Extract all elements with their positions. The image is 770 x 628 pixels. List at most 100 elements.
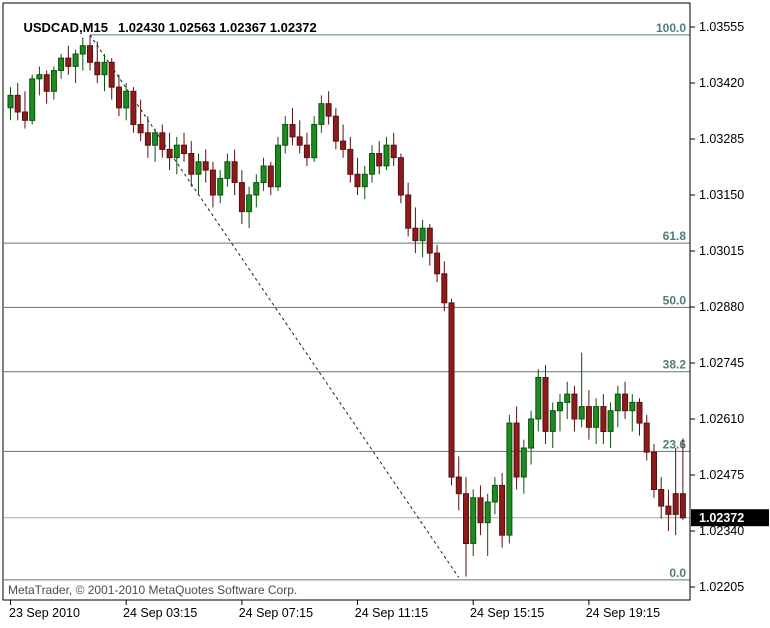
candle-body [224, 161, 231, 179]
candle-body [137, 124, 144, 134]
candle-body [354, 173, 361, 188]
plot-frame [2, 2, 691, 601]
candle-body [557, 401, 563, 412]
candle-body [535, 377, 542, 420]
candle-body [542, 377, 549, 432]
chart-title: USDCAD,M15 1.02430 1.02563 1.02367 1.0237… [9, 5, 317, 50]
candle-body [499, 484, 506, 536]
time-axis-label: 24 Sep 11:15 [355, 606, 428, 620]
candle-body [484, 501, 491, 524]
candle-body [303, 144, 310, 159]
candle-body [267, 165, 274, 188]
candle-body [166, 148, 173, 159]
candle-body [585, 406, 592, 428]
candle-body [65, 57, 72, 67]
candle-body [470, 497, 477, 544]
candle-body [332, 115, 339, 142]
candle-body [159, 132, 166, 150]
candle-body [108, 61, 115, 88]
candle-body [549, 410, 556, 432]
fib-level-label: 38.2 [663, 358, 687, 372]
price-axis-label: 1.03420 [699, 76, 744, 90]
time-axis-label: 24 Sep 15:15 [470, 606, 544, 620]
candle-body [43, 74, 50, 92]
time-axis-label: 23 Sep 2010 [9, 606, 80, 620]
candle-body [614, 393, 621, 412]
candle-body [22, 111, 28, 121]
fib-level-label: 23.6 [663, 437, 687, 451]
candle-body [383, 144, 390, 167]
candle-body [238, 182, 245, 213]
candle-body [679, 493, 686, 519]
candle-body [607, 410, 614, 432]
candle-body [260, 165, 267, 184]
candle-body [14, 94, 21, 113]
last-price-badge-label: 1.02372 [699, 511, 744, 525]
metatrader-watermark: MetaTrader, © 2001-2010 MetaQuotes Softw… [8, 583, 298, 597]
candle-body [571, 393, 578, 420]
candle-body [455, 476, 462, 495]
candle-body [405, 194, 412, 229]
candle-body [116, 86, 122, 109]
candle-body [282, 124, 289, 146]
candle-body [311, 124, 318, 159]
candle-body [7, 94, 14, 109]
candle-body [643, 422, 650, 453]
candle-body [275, 144, 281, 188]
candle-body [477, 497, 484, 524]
price-axis-label: 1.03150 [699, 188, 744, 202]
fib-level-label: 61.8 [663, 229, 687, 243]
candle-body [397, 157, 404, 196]
candle-body [513, 422, 520, 478]
candle-body [94, 61, 101, 76]
candle-body [528, 418, 535, 449]
candle-body [289, 124, 296, 138]
candle-body [144, 132, 151, 146]
candle-body [448, 302, 455, 478]
fib-level-label: 50.0 [663, 293, 687, 307]
candle-body [58, 57, 65, 71]
last-price-badge [691, 509, 769, 527]
candle-body [340, 140, 347, 150]
candle-body [491, 484, 498, 503]
price-axis-label: 1.02745 [699, 356, 744, 370]
candle-body [658, 489, 665, 507]
time-axis-label: 24 Sep 03:15 [123, 606, 197, 620]
candle-body [188, 153, 195, 175]
candle-body [318, 103, 325, 125]
candle-body [231, 161, 238, 184]
candle-body [72, 53, 79, 67]
candle-body [434, 252, 441, 275]
candle-body [651, 451, 657, 491]
price-axis-label: 1.02205 [699, 580, 744, 594]
time-axis-label: 24 Sep 07:15 [239, 606, 313, 620]
trendline-dashed [89, 34, 460, 578]
candle-body [672, 493, 679, 515]
candle-body [463, 493, 469, 545]
candle-body [209, 169, 216, 196]
price-axis-label: 1.03285 [699, 132, 744, 146]
fib-level-label: 100.0 [656, 21, 686, 35]
price-axis-label: 1.02475 [699, 468, 744, 482]
price-axis-label: 1.03555 [699, 20, 744, 34]
symbol-timeframe-label: USDCAD,M15 [23, 20, 108, 35]
candle-body [246, 194, 253, 213]
candle-body [412, 227, 419, 242]
candle-body [195, 161, 202, 175]
candle-body [181, 144, 187, 154]
candle-body [506, 422, 513, 536]
candle-body [578, 406, 585, 420]
candle-body [369, 153, 375, 175]
candle-body [217, 177, 224, 196]
candle-body [636, 401, 643, 424]
time-axis-label: 24 Sep 19:15 [586, 606, 660, 620]
candle-body [600, 406, 607, 433]
candle-body [665, 505, 672, 515]
price-axis-label: 1.02880 [699, 300, 744, 314]
candle-body [564, 393, 571, 403]
candle-body [361, 173, 368, 188]
ohlc-readout: 1.02430 1.02563 1.02367 1.02372 [117, 20, 317, 35]
candle-body [441, 273, 448, 304]
